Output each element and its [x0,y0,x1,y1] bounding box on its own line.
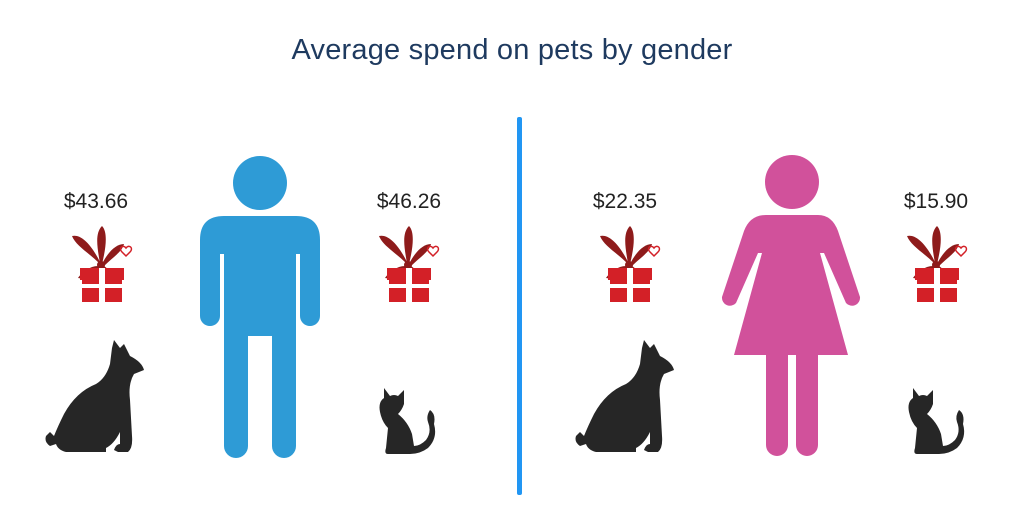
cat-icon [379,388,436,454]
amount-male-dog: $43.66 [63,190,129,213]
gift-icon [907,226,968,302]
cat-icon [908,388,965,454]
dog-icon [45,340,144,452]
gift-icon [72,226,133,302]
gender-divider [517,117,522,495]
gift-icon [379,226,440,302]
gift-icon [600,226,661,302]
chart-title: Average spend on pets by gender [291,34,733,66]
amount-male-cat: $46.26 [376,190,442,213]
dog-icon [575,340,674,452]
male-figure-icon [200,156,320,458]
amount-female-dog: $22.35 [592,190,658,213]
amount-female-cat: $15.90 [903,190,969,213]
female-figure-icon [721,155,861,456]
